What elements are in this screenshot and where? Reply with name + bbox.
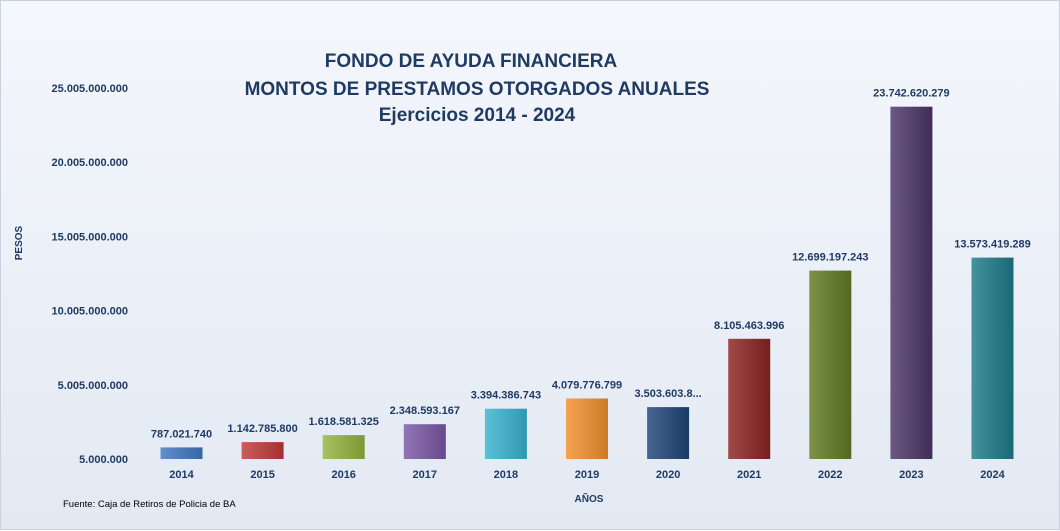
data-label-2017: 2.348.593.167 <box>390 405 460 417</box>
x-tick-label-2024: 2024 <box>980 469 1005 481</box>
y-tick-label: 5.000.000 <box>79 454 128 466</box>
bar-2014 <box>160 447 203 459</box>
bar-2019 <box>566 398 608 459</box>
data-label-2021: 8.105.463.996 <box>714 320 784 332</box>
source-note: Fuente: Caja de Retiros de Policia de BA <box>63 499 236 510</box>
bar-2016 <box>322 435 365 459</box>
bar-2020 <box>647 407 690 459</box>
bar-2023 <box>890 106 933 459</box>
bars <box>160 106 1014 459</box>
chart-title-line-3: Ejercicios 2014 - 2024 <box>379 105 576 126</box>
x-tick-label-2020: 2020 <box>656 469 680 481</box>
x-axis-title: AÑOS <box>575 492 604 505</box>
y-axis-title: PESOS <box>14 225 25 260</box>
data-label-2016: 1.618.581.325 <box>309 416 379 428</box>
chart-title: FONDO DE AYUDA FINANCIERA MONTOS DE PRES… <box>245 51 710 126</box>
bar-2017 <box>403 424 446 459</box>
x-tick-label-2016: 2016 <box>331 469 355 481</box>
bar-2024 <box>971 257 1014 459</box>
x-tick-label-2022: 2022 <box>818 469 842 481</box>
x-axis-ticks: 2014 2015 2016 2017 2018 2019 2020 2021 2022 2023… <box>169 469 1005 481</box>
bar-2015 <box>241 442 284 459</box>
bar-2021 <box>728 338 771 459</box>
y-tick-label: 25.005.000.000 <box>52 83 128 95</box>
y-axis-ticks: 5.000.000 5.005.000.000 10.005.000.000 15.0… <box>52 83 128 466</box>
data-label-2019: 4.079.776.799 <box>552 380 622 392</box>
y-tick-label: 10.005.000.000 <box>52 306 128 318</box>
bar-2018 <box>484 408 527 459</box>
data-label-2014: 787.021.740 <box>151 428 212 440</box>
x-tick-label-2018: 2018 <box>494 469 518 481</box>
data-label-2015: 1.142.785.800 <box>227 423 297 435</box>
data-label-2018: 3.394.386.743 <box>471 390 541 402</box>
x-tick-label-2021: 2021 <box>737 469 761 481</box>
y-tick-label: 15.005.000.000 <box>52 231 128 243</box>
y-tick-label: 20.005.000.000 <box>52 157 128 169</box>
data-label-2022: 12.699.197.243 <box>792 252 868 264</box>
y-tick-label: 5.005.000.000 <box>58 380 128 392</box>
data-label-2023: 23.742.620.279 <box>873 88 949 100</box>
chart-title-line-2: MONTOS DE PRESTAMOS OTORGADOS ANUALES <box>245 79 710 100</box>
bar-2022 <box>809 270 852 459</box>
x-tick-label-2017: 2017 <box>413 469 437 481</box>
x-tick-label-2014: 2014 <box>169 469 194 481</box>
chart-title-line-1: FONDO DE AYUDA FINANCIERA <box>325 51 618 72</box>
x-tick-label-2023: 2023 <box>899 469 923 481</box>
data-labels: 787.021.740 1.142.785.800 1.618.581.325 2.3… <box>151 88 1031 441</box>
x-tick-label-2019: 2019 <box>575 469 599 481</box>
x-tick-label-2015: 2015 <box>250 469 274 481</box>
data-label-2020: 3.503.603.8... <box>634 388 701 400</box>
data-label-2024: 13.573.419.289 <box>954 239 1030 251</box>
